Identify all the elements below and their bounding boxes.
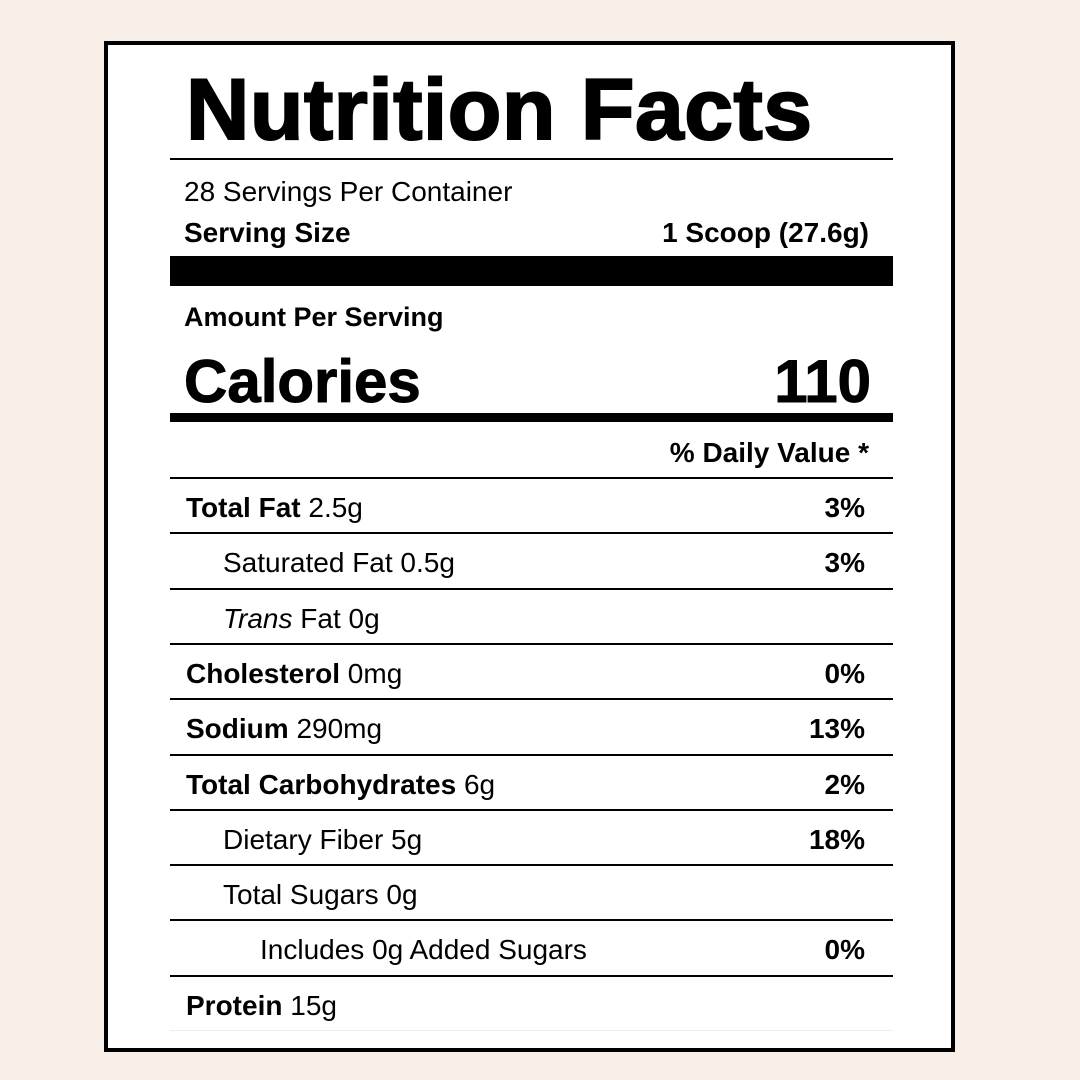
nutrient-italic-label: Trans [223, 602, 293, 634]
nutrient-amount: 15g [282, 989, 337, 1021]
nutrient-name: Sodium 290mg [186, 713, 382, 745]
nutrient-name: Protein 15g [186, 990, 337, 1022]
calories-label: Calories [184, 348, 422, 416]
medium-divider [170, 413, 893, 422]
daily-value-percent: 2% [824, 768, 865, 800]
nutrient-amount: 0mg [340, 657, 403, 689]
nutrient-name: Total Carbohydrates 6g [186, 769, 495, 801]
thick-divider [170, 256, 893, 286]
nutrient-bold-label: Sodium [186, 713, 289, 745]
nutrient-amount: 2.5g [300, 492, 363, 523]
nutrient-bold-label: Protein [186, 989, 283, 1021]
nutrient-row: Protein 15g [170, 974, 893, 1032]
bottom-divider [170, 1030, 893, 1031]
serving-size-value: 1 Scoop (27.6g) [662, 217, 869, 248]
label-title: Nutrition Facts [185, 62, 813, 158]
divider [170, 158, 893, 160]
nutrient-amount: Dietary Fiber 5g [223, 823, 423, 855]
nutrient-row: Cholesterol 0mg 0% [170, 642, 893, 700]
daily-value-header: % Daily Value * [669, 437, 869, 468]
nutrient-name: Includes 0g Added Sugars [260, 934, 587, 966]
nutrient-amount: Includes 0g Added Sugars [260, 934, 587, 966]
nutrient-bold-label: Total Fat [186, 492, 301, 523]
nutrient-bold-label: Total Carbohydrates [186, 768, 457, 800]
nutrient-name: Dietary Fiber 5g [223, 824, 422, 856]
nutrient-amount: Total Sugars 0g [223, 879, 418, 911]
daily-value-percent: 3% [824, 492, 865, 523]
nutrient-amount: 6g [456, 768, 496, 800]
daily-value-percent: 0% [824, 657, 865, 689]
daily-value-percent: 0% [824, 934, 865, 966]
nutrient-name: Trans Fat 0g [223, 603, 380, 635]
daily-value-percent: 3% [824, 547, 865, 579]
calories-value: 110 [774, 348, 872, 416]
nutrient-name: Cholesterol 0mg [186, 658, 402, 690]
nutrient-bold-label: Cholesterol [186, 657, 341, 689]
nutrient-row: Dietary Fiber 5g 18% [170, 808, 893, 866]
nutrient-amount: 290mg [288, 713, 383, 745]
nutrient-row: Total Fat 2.5g 3% [170, 477, 893, 534]
amount-per-serving: Amount Per Serving [184, 302, 444, 332]
nutrient-row: Saturated Fat 0.5g 3% [170, 532, 893, 589]
nutrient-name: Total Sugars 0g [223, 879, 418, 911]
nutrient-row: Includes 0g Added Sugars 0% [170, 919, 893, 976]
nutrient-row: Total Carbohydrates 6g 2% [170, 753, 893, 811]
nutrient-amount: Fat 0g [292, 602, 380, 634]
servings-per-container: 28 Servings Per Container [184, 176, 513, 207]
daily-value-percent: 13% [808, 713, 865, 745]
serving-size-label: Serving Size [184, 217, 351, 248]
daily-value-percent: 18% [808, 823, 865, 855]
nutrient-row: Sodium 290mg 13% [170, 698, 893, 755]
nutrition-facts-label: Nutrition Facts 28 Servings Per Containe… [104, 41, 955, 1052]
nutrient-amount: Saturated Fat 0.5g [223, 547, 455, 579]
nutrient-name: Saturated Fat 0.5g [223, 547, 455, 579]
nutrient-row: Total Sugars 0g [170, 864, 893, 921]
nutrient-name: Total Fat 2.5g [186, 492, 363, 524]
nutrient-row: Trans Fat 0g [170, 587, 893, 645]
